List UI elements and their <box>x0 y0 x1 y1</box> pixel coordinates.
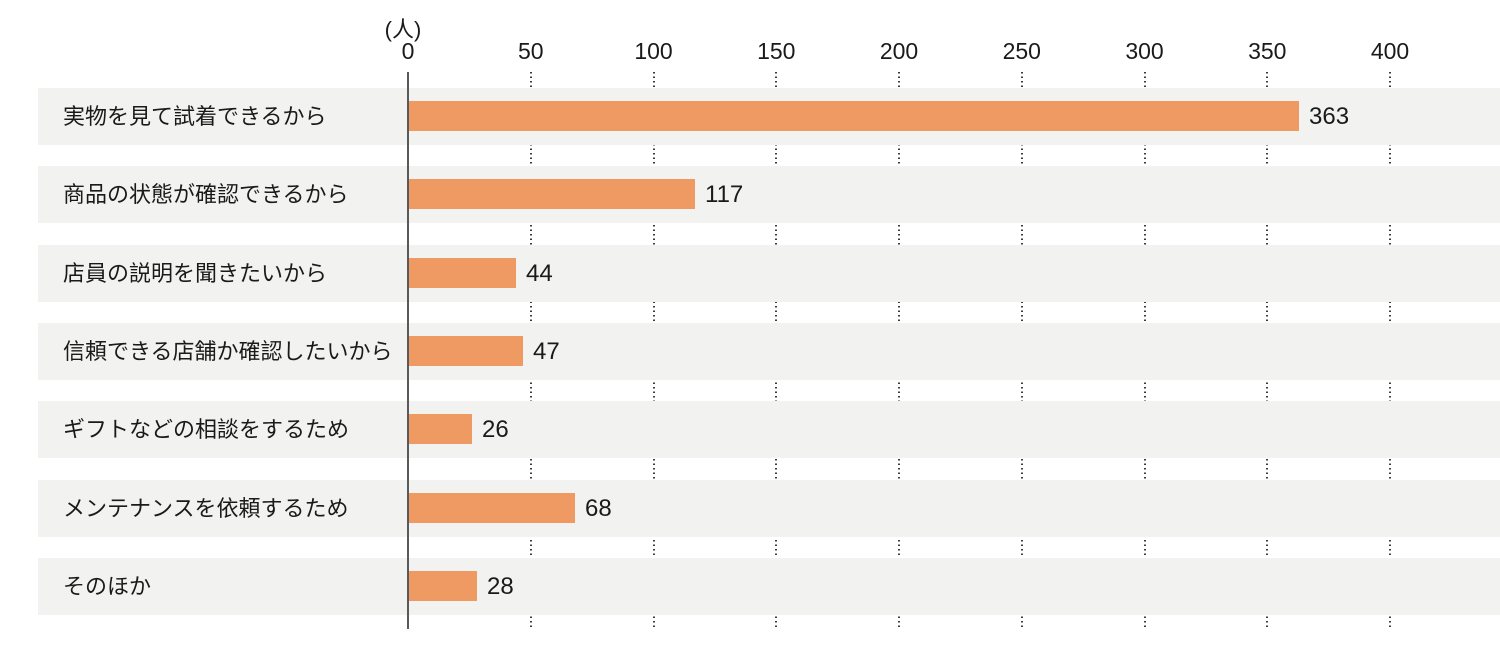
x-tick-label: 0 <box>401 38 415 64</box>
value-label: 68 <box>585 495 612 522</box>
category-label: 信頼できる店舗か確認したいから <box>63 339 393 364</box>
value-label: 28 <box>487 573 514 600</box>
category-row: そのほか 28 <box>38 558 1500 615</box>
category-row: 商品の状態が確認できるから 117 <box>38 166 1500 223</box>
x-tick-label: 150 <box>757 38 796 64</box>
x-tick-label: 250 <box>1002 38 1041 64</box>
bar <box>408 571 477 601</box>
bar <box>408 336 523 366</box>
category-label: 実物を見て試着できるから <box>63 104 327 129</box>
category-label: ギフトなどの相談をするため <box>63 417 350 442</box>
category-label: 商品の状態が確認できるから <box>63 182 349 207</box>
value-label: 117 <box>705 181 744 208</box>
bar <box>408 101 1299 131</box>
x-tick-label: 400 <box>1370 38 1410 64</box>
value-label: 363 <box>1309 103 1350 130</box>
category-label: そのほか <box>63 574 152 599</box>
bar <box>408 493 575 523</box>
category-row: ギフトなどの相談をするため 26 <box>38 401 1500 458</box>
x-tick-label: 100 <box>634 38 673 64</box>
value-label: 26 <box>482 416 509 443</box>
category-label: 店員の説明を聞きたいから <box>63 261 328 286</box>
value-label: 47 <box>533 338 560 365</box>
category-row: 実物を見て試着できるから 363 <box>38 88 1500 145</box>
value-label: 44 <box>526 260 553 287</box>
x-tick-label: 200 <box>879 38 919 64</box>
category-row: メンテナンスを依頼するため 68 <box>38 480 1500 537</box>
x-tick-label: 50 <box>517 38 544 64</box>
bar <box>408 414 472 444</box>
bar <box>408 179 695 209</box>
bar <box>408 258 516 288</box>
axis-unit-label: (人) <box>384 17 422 42</box>
category-row: 信頼できる店舗か確認したいから 47 <box>38 323 1500 380</box>
category-label: メンテナンスを依頼するため <box>63 496 349 521</box>
category-row: 店員の説明を聞きたいから 44 <box>38 245 1500 302</box>
x-tick-label: 350 <box>1248 38 1287 64</box>
y-axis-line <box>407 72 409 629</box>
x-tick-label: 300 <box>1125 38 1164 64</box>
